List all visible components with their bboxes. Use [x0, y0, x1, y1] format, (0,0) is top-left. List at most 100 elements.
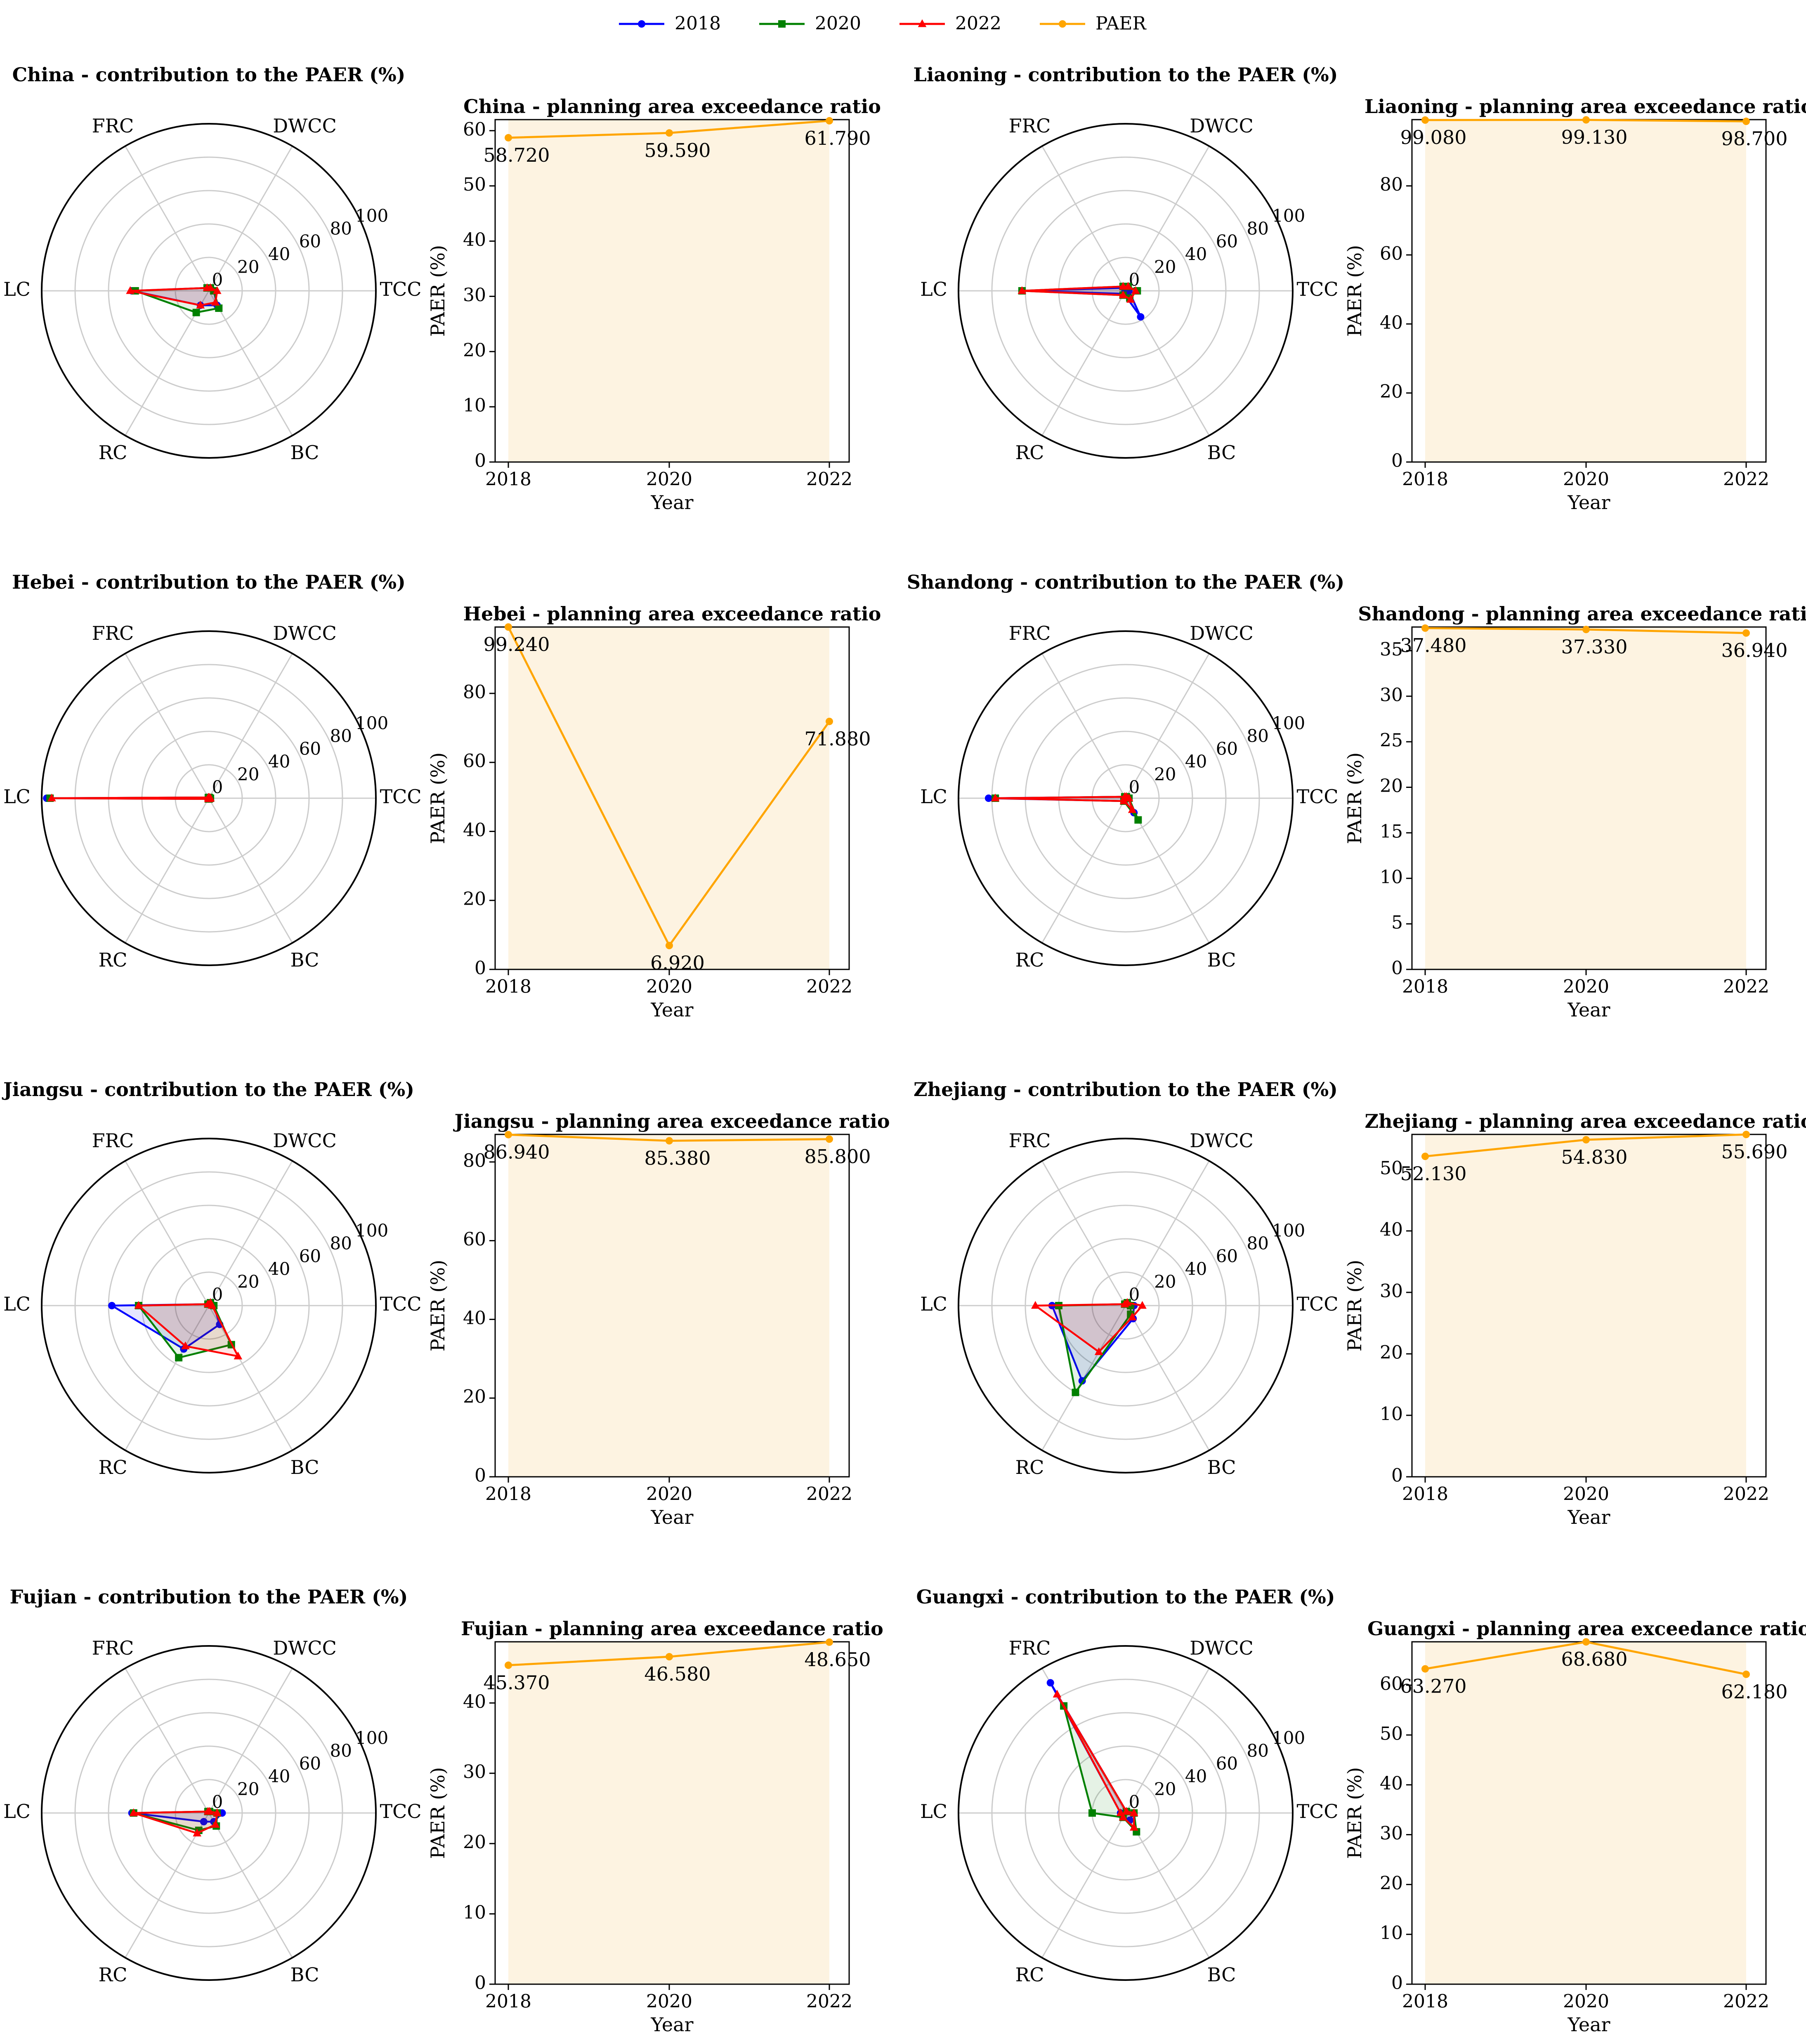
line-chart-china: China - planning area exceedance ratio 0 1… [427, 95, 881, 514]
radar-axis-label-bc: BC [1207, 949, 1236, 971]
radar-tick-label: 40 [1185, 244, 1207, 264]
radar-title: Fujian - contribution to the PAER (%) [10, 1586, 408, 1608]
y-tick-label: 35 [1380, 639, 1403, 660]
radar-point-lc [991, 793, 1000, 802]
radar-spoke [1125, 1160, 1210, 1306]
paer-data-label-2020: 59.590 [644, 139, 711, 161]
radar-spoke [208, 1160, 293, 1306]
radar-axis-label-bc: BC [290, 441, 319, 464]
radar-axis-label-frc: FRC [92, 115, 134, 137]
radar-frame [41, 630, 377, 966]
radar-point-frc [1120, 1299, 1129, 1308]
radar-axis-label-tcc: TCC [1296, 1293, 1338, 1315]
y-tick-label: 40 [1380, 1773, 1403, 1794]
paer-point-2022 [1742, 1670, 1750, 1678]
y-tick-label: 0 [475, 1973, 486, 1994]
radar-axis-label-rc: RC [99, 441, 127, 464]
radar-point-rc [181, 1341, 190, 1349]
radar-axis-label-rc: RC [1015, 949, 1044, 971]
radar-tick-label: 100 [1272, 1728, 1305, 1748]
plot-frame [1411, 1134, 1767, 1478]
radar-point-rc [200, 1818, 208, 1826]
x-tick-label: 2018 [485, 469, 531, 490]
legend-marker [778, 20, 786, 28]
line-title: China - planning area exceedance ratio [463, 95, 881, 118]
radar-series-fill [130, 288, 217, 306]
radar-axis-label-frc: FRC [92, 1637, 134, 1659]
radar-point-rc [1094, 1347, 1103, 1355]
paer-fill-area [1425, 1134, 1746, 1477]
x-axis-label: Year [1567, 2013, 1610, 2036]
paer-point-2022 [1742, 118, 1750, 125]
radar-spoke [125, 798, 210, 943]
radar-frame [958, 123, 1294, 459]
radar-spoke [1125, 1668, 1210, 1813]
radar-axis-label-tcc: TCC [1296, 1800, 1338, 1822]
radar-tick-label: 80 [330, 1741, 352, 1761]
radar-point-bc [211, 297, 220, 306]
x-tick-label: 2018 [1402, 469, 1448, 490]
radar-tick-label: 40 [268, 244, 290, 264]
legend-item-2022: 2022 [899, 13, 1001, 34]
radar-series-2022 [129, 1807, 222, 1837]
radar-tick-label: 100 [355, 1221, 388, 1241]
x-axis-label: Year [1567, 491, 1610, 514]
paer-data-label-2022: 85.800 [805, 1145, 871, 1167]
paer-point-2022 [1742, 629, 1750, 637]
radar-series-2022 [1053, 1690, 1138, 1831]
y-tick-label: 20 [463, 1832, 486, 1853]
radar-point-bc [1126, 295, 1135, 303]
plot-frame [494, 1134, 850, 1478]
radar-axis-label-frc: FRC [1009, 1129, 1051, 1152]
radar-tick-label: 20 [237, 1779, 259, 1799]
radar-series-fill [1035, 1303, 1143, 1352]
radar-axis-label-lc: LC [920, 785, 947, 808]
radar-spoke [1041, 1160, 1126, 1306]
radar-frame [958, 1138, 1294, 1473]
legend-marker [918, 19, 927, 27]
y-tick-label: 15 [1380, 821, 1403, 842]
radar-title: Zhejiang - contribution to the PAER (%) [914, 1078, 1338, 1101]
line-chart-fujian: Fujian - planning area exceedance ratio 0… [427, 1617, 883, 2036]
y-axis-label: PAER (%) [1343, 1260, 1366, 1351]
radar-title: Jiangsu - contribution to the PAER (%) [2, 1078, 414, 1101]
line-title: Hebei - planning area exceedance ratio [463, 603, 881, 625]
x-tick-label: 2018 [1402, 1484, 1448, 1505]
paer-point-2018 [1421, 624, 1429, 632]
line-title: Zhejiang - planning area exceedance rati… [1365, 1110, 1806, 1132]
line-title: Shandong - planning area exceedance rati… [1358, 603, 1806, 625]
radar-tick-label: 100 [355, 1728, 388, 1748]
radar-point-bc [211, 1820, 220, 1828]
radar-frame [41, 1645, 377, 1981]
radar-series-fill [112, 1303, 220, 1349]
paer-data-label-2018: 58.720 [484, 144, 550, 166]
radar-point-lc [984, 794, 992, 802]
paer-point-2018 [505, 1661, 512, 1669]
radar-title: Guangxi - contribution to the PAER (%) [916, 1586, 1335, 1608]
line-chart-shandong: Shandong - planning area exceedance rati… [1343, 603, 1806, 1021]
radar-axis-label-dwcc: DWCC [273, 115, 337, 137]
y-axis-label: PAER (%) [427, 245, 449, 337]
y-tick-label: 30 [1380, 684, 1403, 705]
paer-point-2018 [1421, 1153, 1429, 1160]
paer-point-2022 [826, 1135, 833, 1143]
radar-point-bc [1134, 816, 1142, 824]
radar-tick-label: 80 [1247, 726, 1269, 746]
radar-series-fill [1022, 286, 1138, 298]
x-tick-label: 2022 [806, 1484, 852, 1505]
y-axis-label: PAER (%) [1343, 752, 1366, 844]
radar-axis-label-tcc: TCC [380, 785, 421, 808]
y-tick-label: 60 [463, 1229, 486, 1250]
radar-chart-zhejiang: Zhejiang - contribution to the PAER (%) T… [914, 1078, 1338, 1478]
radar-axis-label-tcc: TCC [380, 278, 421, 300]
radar-axis-label-frc: FRC [1009, 115, 1051, 137]
legend: 2018 2020 2022 PAER [619, 13, 1147, 34]
paer-data-label-2018: 99.080 [1400, 126, 1467, 149]
radar-series-2022 [134, 1298, 243, 1360]
radar-axis-label-bc: BC [1207, 1964, 1236, 1986]
paer-point-2020 [666, 1653, 673, 1661]
radar-spoke [125, 1668, 210, 1813]
radar-tick-label: 40 [268, 1259, 290, 1279]
radar-axis-label-dwcc: DWCC [1190, 1637, 1254, 1659]
